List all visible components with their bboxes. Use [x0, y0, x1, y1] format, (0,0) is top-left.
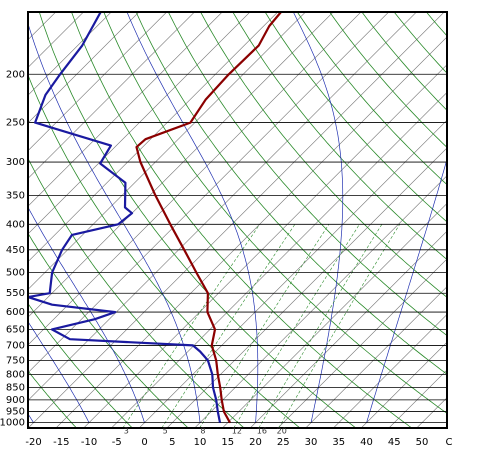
y-tick-label: 550	[6, 288, 25, 299]
isotherm	[28, 12, 306, 290]
dry-adiabat	[28, 73, 301, 428]
moist-adiabat	[28, 22, 201, 423]
dry-adiabat	[71, 12, 413, 428]
dry-adiabat	[135, 12, 447, 375]
x-tick-label: 35	[332, 437, 345, 448]
mixing-ratio-line	[258, 224, 383, 428]
profiles	[28, 12, 282, 424]
background-lines	[28, 12, 499, 428]
isotherm	[28, 12, 362, 346]
x-tick-label: 10	[194, 437, 207, 448]
y-tick-label: 350	[6, 190, 25, 201]
isotherm	[28, 12, 445, 428]
mixing-ratio-label: 12	[232, 427, 242, 436]
isotherm	[28, 12, 167, 152]
isotherm	[360, 341, 447, 428]
dry-adiabat	[459, 12, 499, 428]
x-tick-label: 30	[305, 437, 318, 448]
profile-line	[28, 12, 222, 423]
dry-adiabat	[264, 12, 447, 223]
x-tick-label: 50	[416, 437, 429, 448]
x-tick-label: 20	[249, 437, 262, 448]
dry-adiabat	[38, 12, 357, 428]
y-tick-label: 950	[6, 407, 25, 418]
isotherm	[28, 12, 251, 235]
y-tick-label: 700	[6, 340, 25, 351]
mixing-ratio-label: 20	[277, 427, 287, 436]
isotherm	[28, 12, 195, 179]
isotherm	[111, 92, 447, 428]
dry-adiabat	[200, 12, 447, 298]
mixing-ratio-line	[122, 224, 261, 428]
dry-adiabat	[103, 12, 447, 414]
dry-adiabat	[296, 12, 447, 186]
x-unit: C	[446, 437, 453, 448]
mixing-ratio-line	[161, 224, 296, 428]
mixing-ratio-line	[233, 224, 360, 428]
mixing-ratio-line	[278, 224, 400, 428]
y-tick-label: 200	[6, 69, 25, 80]
isotherm	[28, 12, 278, 263]
isotherm	[166, 147, 447, 428]
isotherm	[333, 314, 447, 428]
dry-adiabat	[28, 302, 133, 428]
x-tick-label: 0	[141, 437, 147, 448]
y-tick-label: 600	[6, 307, 25, 318]
y-tick-label: 850	[6, 382, 25, 393]
x-tick-label: 15	[221, 437, 234, 448]
isotherm	[83, 64, 447, 428]
plot-frame	[27, 11, 448, 429]
x-tick-label: 45	[388, 437, 401, 448]
mixing-ratio-line	[199, 224, 330, 428]
isotherm	[28, 12, 223, 207]
isotherm	[138, 119, 447, 428]
dry-adiabat	[232, 12, 447, 260]
y-tick-label: 500	[6, 268, 25, 279]
y-tick-label: 750	[6, 355, 25, 366]
y-tick-label: 250	[6, 118, 25, 129]
x-tick-label: 25	[277, 437, 290, 448]
moist-adiabat	[292, 12, 344, 423]
moist-adiabat	[28, 206, 145, 423]
x-tick-label: -5	[112, 437, 122, 448]
y-tick-label: 400	[6, 219, 25, 230]
y-tick-label: 650	[6, 324, 25, 335]
y-tick-label: 1000	[0, 418, 25, 429]
x-tick-label: -15	[53, 437, 69, 448]
dry-adiabat	[491, 12, 499, 428]
x-tick-label: -10	[81, 437, 97, 448]
mixing-ratio-label: 16	[257, 427, 267, 436]
moist-adiabat	[366, 157, 447, 423]
isotherm	[28, 12, 140, 124]
x-tick-label: 5	[169, 437, 175, 448]
isotherm	[55, 36, 447, 428]
mixing-ratio-label: 3	[124, 427, 129, 436]
moist-adiabat	[28, 321, 90, 423]
moist-adiabat	[126, 12, 259, 423]
y-tick-label: 800	[6, 369, 25, 380]
isotherm	[222, 203, 447, 428]
y-tick-label: 900	[6, 395, 25, 406]
isotherm	[249, 230, 447, 428]
dry-adiabat	[28, 370, 77, 428]
mixing-ratio-label: 5	[163, 427, 168, 436]
dry-adiabat	[167, 12, 447, 337]
isotherm	[28, 12, 389, 374]
isotherm	[28, 12, 112, 96]
y-tick-label: 450	[6, 245, 25, 256]
mixing-ratio-label: 8	[200, 427, 205, 436]
x-tick-label: 40	[360, 437, 373, 448]
y-tick-label: 300	[6, 157, 25, 168]
isotherm	[277, 258, 447, 428]
profile-line	[135, 12, 282, 424]
x-tick-label: -20	[25, 437, 41, 448]
